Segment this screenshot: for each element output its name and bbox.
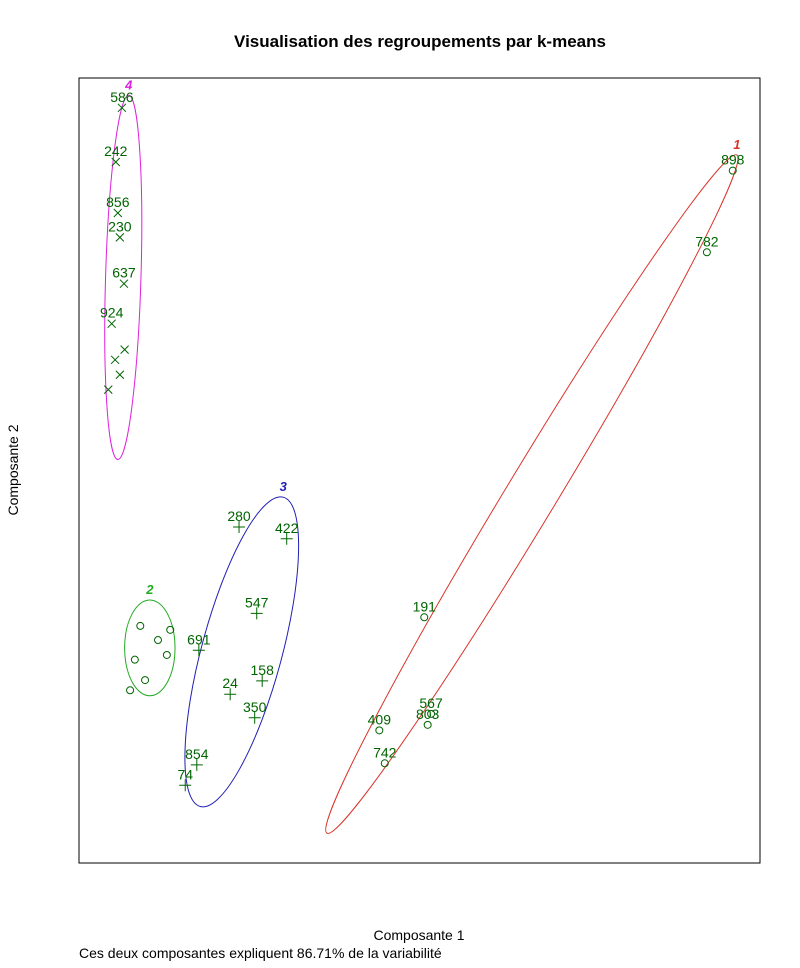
y-axis-label: Composante 2 — [5, 424, 21, 515]
point — [233, 521, 246, 534]
point — [120, 345, 129, 354]
point — [280, 532, 293, 545]
point-label: 924 — [100, 305, 124, 321]
point — [728, 166, 737, 175]
point — [179, 779, 192, 792]
point — [110, 355, 120, 365]
point-label: 854 — [185, 746, 209, 762]
point — [103, 385, 113, 394]
point-label: 158 — [251, 662, 275, 678]
point — [256, 674, 269, 687]
point-label: 191 — [413, 598, 437, 614]
cluster-label: 2 — [145, 582, 154, 597]
point-label: 637 — [112, 265, 136, 281]
point — [427, 709, 436, 718]
point — [107, 319, 117, 329]
point-label: 74 — [177, 766, 193, 782]
point — [248, 711, 261, 724]
point-label: 691 — [187, 631, 211, 647]
point-label: 898 — [721, 152, 745, 168]
point-label: 803 — [416, 706, 440, 722]
point — [224, 688, 237, 701]
point-label: 242 — [104, 143, 128, 159]
point — [380, 759, 389, 768]
plot-frame — [78, 77, 761, 864]
cluster-ellipse — [104, 94, 143, 461]
point-label: 782 — [695, 233, 719, 249]
cluster-label: 1 — [733, 137, 740, 152]
point — [420, 613, 429, 622]
point — [190, 758, 203, 771]
point — [423, 720, 432, 729]
point-label: 856 — [106, 194, 130, 210]
point — [119, 279, 129, 289]
point — [162, 650, 171, 659]
point — [375, 726, 384, 735]
point-label: 586 — [110, 89, 134, 105]
point — [115, 233, 125, 242]
subtitle: Ces deux composantes expliquent 86.71% d… — [79, 945, 442, 961]
point-label: 230 — [108, 218, 132, 234]
cluster-ellipse — [325, 154, 739, 834]
point — [136, 621, 145, 630]
point-label: 280 — [227, 508, 251, 524]
point — [117, 103, 127, 113]
point — [115, 370, 125, 380]
point — [702, 248, 711, 257]
point-label: 350 — [243, 699, 267, 715]
cluster-label: 3 — [280, 479, 288, 494]
point-label: 422 — [275, 520, 299, 536]
point — [166, 625, 175, 634]
point-label: 547 — [245, 594, 269, 610]
cluster-ellipse — [184, 496, 300, 808]
cluster-ellipse — [124, 599, 176, 697]
point — [113, 208, 123, 218]
point — [192, 644, 205, 657]
point — [141, 676, 150, 685]
x-axis-label: Composante 1 — [373, 927, 464, 943]
point — [153, 636, 162, 645]
point — [250, 607, 263, 620]
cluster-label: 4 — [124, 77, 133, 92]
point-label: 409 — [368, 711, 392, 727]
point — [126, 686, 135, 695]
point-label: 567 — [419, 695, 443, 711]
chart-title: Visualisation des regroupements par k-me… — [234, 32, 606, 51]
point — [111, 157, 121, 167]
point-label: 24 — [222, 675, 238, 691]
point — [130, 655, 139, 664]
point-label: 742 — [373, 744, 397, 760]
